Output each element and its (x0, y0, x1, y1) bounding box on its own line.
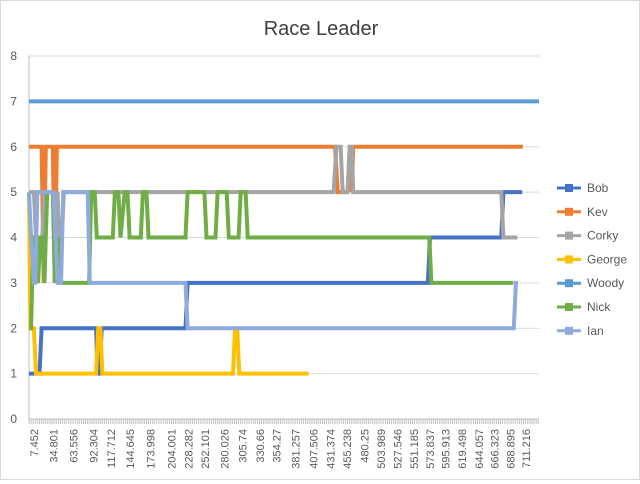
legend-swatch-marker (565, 207, 573, 216)
x-tick-label: 381.257 (290, 429, 302, 469)
x-tick-label: 431.374 (325, 429, 337, 469)
y-tick-label: 3 (10, 276, 17, 290)
x-tick-label: 711.216 (521, 429, 533, 468)
y-tick-label: 8 (10, 49, 17, 63)
series-line-kev (29, 144, 523, 283)
x-tick-label: 527.546 (393, 429, 405, 469)
series-line-ian (27, 190, 518, 331)
chart-title: Race Leader (264, 18, 379, 40)
x-tick-label: 573.837 (425, 429, 437, 469)
legend-swatch-marker (565, 279, 573, 288)
y-tick-label: 1 (10, 367, 17, 381)
x-tick-label: 92.304 (88, 429, 100, 463)
x-tick-label: 228.282 (183, 429, 195, 469)
x-tick-label: 305.74 (238, 429, 250, 463)
x-tick-label: 354.27 (272, 429, 284, 463)
series-line-corky (29, 144, 518, 240)
x-tick-label: 666.323 (490, 429, 502, 469)
x-tick-label: 280.026 (220, 429, 232, 469)
legend-label: George (587, 252, 627, 266)
legend-swatch-marker (565, 231, 573, 240)
x-tick-label: 252.101 (200, 429, 212, 469)
x-tick-label: 204.001 (167, 429, 179, 469)
series-line-nick (29, 190, 514, 331)
legend-swatch-marker (565, 326, 573, 335)
y-axis: 0 1 2 3 4 5 6 7 8 (10, 49, 30, 426)
legend-label: Bob (587, 181, 609, 195)
x-tick-label: 644.057 (474, 429, 486, 469)
legend-swatch-marker (565, 255, 573, 264)
x-tick-label: 330.66 (255, 429, 267, 463)
x-tick-label: 34.801 (48, 429, 60, 463)
y-tick-label: 5 (10, 185, 17, 199)
x-tick-label: 503.989 (376, 429, 388, 469)
x-tick-label: 144.645 (125, 429, 137, 469)
legend: Bob Kev Corky George Woody Nick Ian (557, 181, 627, 338)
legend-label: Woody (587, 276, 624, 290)
y-tick-label: 7 (10, 94, 17, 108)
series-line-bob (29, 190, 523, 376)
x-tick-label: 173.998 (146, 429, 158, 469)
legend-swatch-marker (565, 184, 573, 192)
x-tick-label: 688.895 (505, 429, 517, 469)
x-tick-label: 595.913 (440, 429, 452, 469)
x-tick-label: 619.498 (457, 429, 469, 469)
x-tick-label: 63.556 (68, 429, 80, 463)
y-tick-label: 0 (10, 412, 17, 426)
x-tick-label: 551.185 (409, 429, 421, 469)
legend-label: Nick (587, 300, 611, 314)
x-tick-label: 480.25 (360, 429, 372, 463)
legend-label: Ian (587, 324, 604, 338)
series-lines (27, 99, 539, 376)
legend-label: Kev (587, 205, 608, 219)
x-tick-label: 455.238 (342, 429, 354, 469)
legend-swatch-marker (565, 303, 573, 311)
x-tick-label: 117.712 (106, 429, 118, 468)
y-tick-label: 4 (10, 231, 17, 245)
y-tick-label: 2 (10, 321, 17, 335)
x-tick-label: 407.506 (309, 429, 321, 469)
x-tick-label: 7.452 (29, 429, 41, 457)
x-axis: 7.452 34.801 63.556 92.304 117.712 144.645 173… (28, 419, 539, 469)
legend-label: Corky (587, 229, 618, 243)
y-tick-label: 6 (10, 140, 17, 154)
